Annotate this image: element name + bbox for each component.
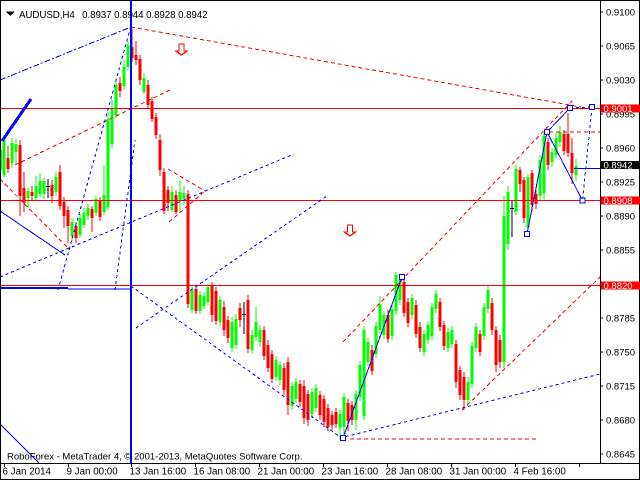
svg-text:0.8908: 0.8908 [604, 196, 633, 207]
svg-text:0.8785: 0.8785 [606, 314, 635, 325]
svg-text:0.8855: 0.8855 [606, 246, 635, 257]
svg-text:0.8750: 0.8750 [606, 348, 635, 359]
svg-text:0.8942: 0.8942 [604, 160, 633, 171]
svg-text:0.9065: 0.9065 [606, 42, 635, 53]
svg-text:31 Jan 00:00: 31 Jan 00:00 [450, 467, 507, 478]
svg-text:16 Jan 08:00: 16 Jan 08:00 [194, 467, 251, 478]
svg-text:9 Jan 00:00: 9 Jan 00:00 [67, 467, 119, 478]
svg-text:23 Jan 16:00: 23 Jan 16:00 [322, 467, 379, 478]
svg-text:0.9001: 0.9001 [604, 104, 633, 115]
svg-text:0.8715: 0.8715 [606, 382, 635, 393]
svg-text:0.9100: 0.9100 [606, 8, 635, 19]
svg-text:0.8890: 0.8890 [606, 212, 635, 223]
svg-text:0.8680: 0.8680 [606, 416, 635, 427]
svg-text:4 Feb 16:00: 4 Feb 16:00 [514, 467, 567, 478]
svg-text:0.9030: 0.9030 [606, 76, 635, 87]
svg-text:13 Jan 16:00: 13 Jan 16:00 [130, 467, 187, 478]
svg-text:21 Jan 00:00: 21 Jan 00:00 [258, 467, 315, 478]
svg-text:0.8995: 0.8995 [606, 110, 635, 121]
svg-text:28 Jan 08:00: 28 Jan 08:00 [386, 467, 443, 478]
svg-text:0.8820: 0.8820 [604, 281, 633, 292]
svg-text:6 Jan 2014: 6 Jan 2014 [3, 467, 52, 478]
svg-text:RoboForex - MetaTrader 4, © 20: RoboForex - MetaTrader 4, © 2001-2013, M… [7, 452, 302, 463]
svg-text:0.8925: 0.8925 [606, 178, 635, 189]
svg-text:0.8960: 0.8960 [606, 144, 635, 155]
svg-text:AUDUSD,H4 0.8937 0.8944 0.892: AUDUSD,H4 0.8937 0.8944 0.8928 0.8942 [19, 10, 207, 21]
svg-text:0.8645: 0.8645 [606, 450, 635, 461]
